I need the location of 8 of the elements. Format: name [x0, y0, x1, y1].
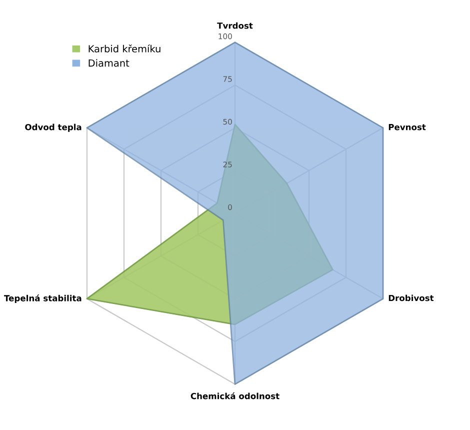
legend-label: Diamant	[88, 59, 130, 67]
spoke-label: Drobivost	[388, 294, 434, 302]
spoke-label: Tvrdost	[217, 22, 253, 29]
spoke-label: Pevnost	[388, 124, 426, 130]
spoke-label: Tepelná stabilita	[4, 294, 82, 303]
spoke-label: Chemická odolnost	[190, 392, 280, 400]
legend-label: Karbid křemíku	[88, 44, 160, 52]
spoke-label: Odvod tepla	[25, 124, 82, 132]
